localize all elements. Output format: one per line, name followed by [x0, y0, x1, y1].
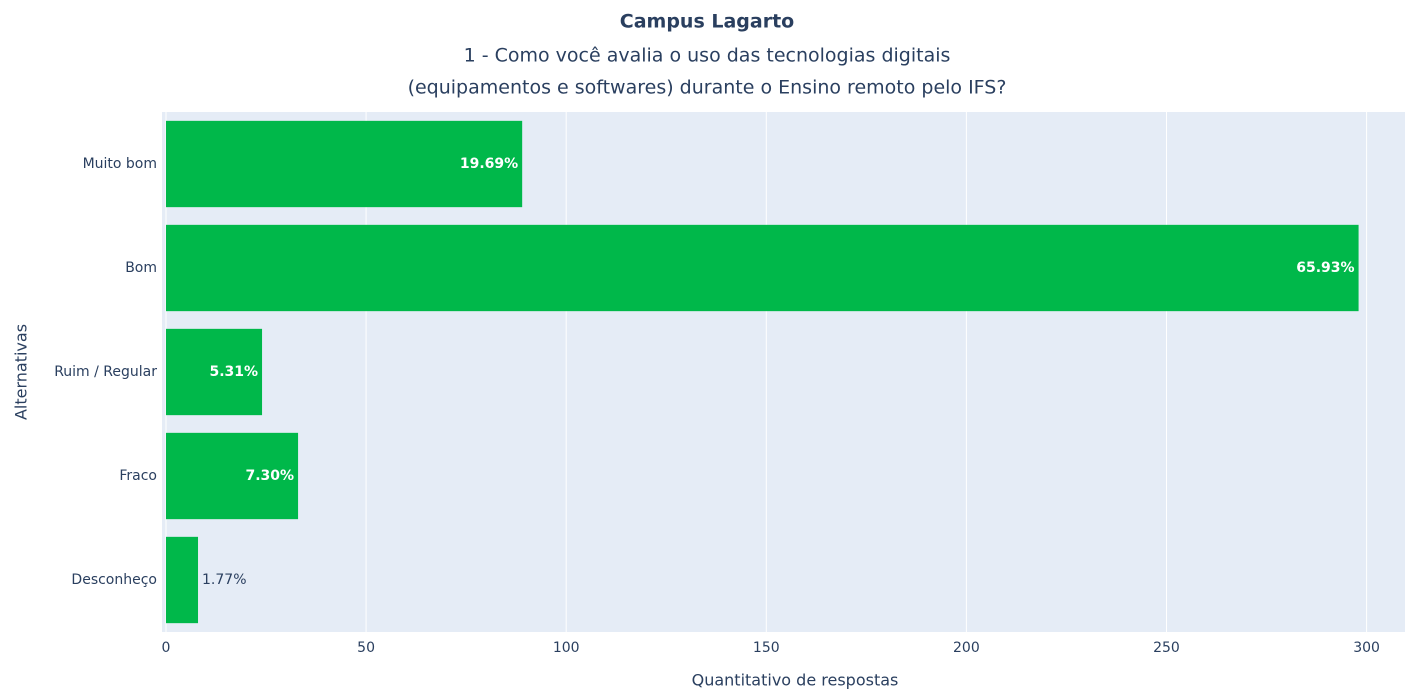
- y-tick-label: Fraco: [119, 468, 157, 484]
- bar: [166, 120, 523, 208]
- y-tick-label: Desconheço: [71, 572, 157, 588]
- chart-subtitle: (equipamentos e softwares) durante o Ens…: [408, 77, 1007, 99]
- x-tick-label: 0: [162, 640, 171, 656]
- x-tick-label: 300: [1353, 640, 1380, 656]
- data-label: 5.31%: [209, 364, 258, 380]
- x-tick-label: 250: [1153, 640, 1180, 656]
- data-label: 19.69%: [460, 156, 518, 172]
- x-tick-label: 50: [357, 640, 375, 656]
- data-label: 1.77%: [202, 572, 246, 588]
- x-tick-label: 200: [953, 640, 980, 656]
- y-tick-label: Muito bom: [83, 156, 157, 172]
- data-label: 7.30%: [245, 468, 294, 484]
- chart-subtitle: 1 - Como você avalia o uso das tecnologi…: [464, 45, 951, 67]
- y-axis-title: Alternativas: [12, 324, 31, 420]
- x-tick-label: 100: [553, 640, 580, 656]
- x-tick-label: 150: [753, 640, 780, 656]
- data-label: 65.93%: [1296, 260, 1354, 276]
- chart-title: Campus Lagarto: [620, 11, 794, 33]
- y-tick-label: Bom: [125, 260, 157, 276]
- bar: [166, 224, 1359, 312]
- bar: [166, 432, 299, 520]
- bar: [166, 536, 199, 624]
- y-tick-label: Ruim / Regular: [54, 364, 157, 380]
- x-axis-title: Quantitativo de respostas: [692, 671, 899, 690]
- bar: [166, 328, 263, 416]
